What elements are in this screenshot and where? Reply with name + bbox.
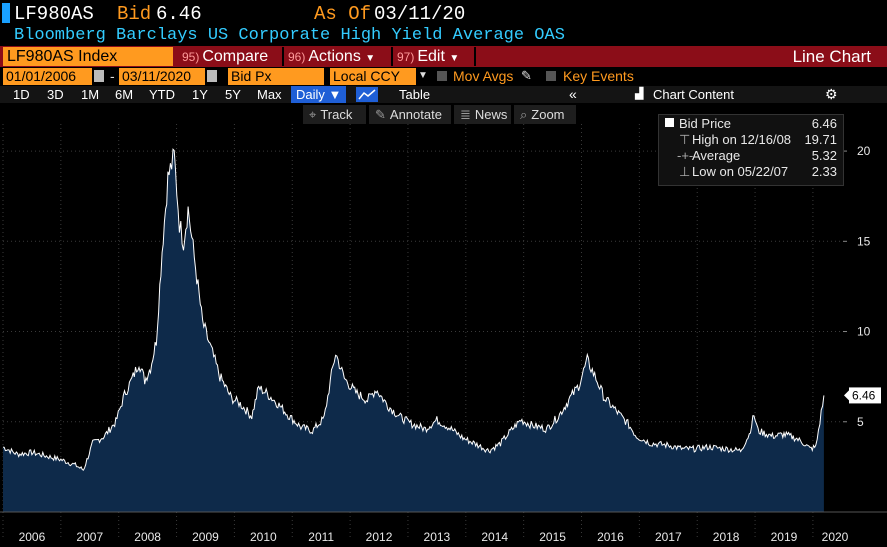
security-description: Bloomberg Barclays US Corporate High Yie… — [14, 26, 565, 45]
y-tick-label: 10 — [857, 325, 871, 339]
news-button[interactable]: ≣ News — [454, 105, 511, 124]
line-chart-icon[interactable] — [356, 87, 378, 102]
mov-avgs-checkbox[interactable] — [437, 71, 447, 81]
zoom-button[interactable]: ⌕ Zoom — [514, 105, 576, 124]
tab-5y[interactable]: 5Y — [225, 87, 241, 102]
x-tick-label: 2014 — [481, 530, 508, 544]
date-range-row: 01/01/2006 - 03/11/2020 Bid Px Local CCY… — [0, 68, 887, 86]
last-value-pointer — [844, 390, 849, 401]
currency-selector[interactable]: Local CCY — [330, 68, 416, 85]
chevron-down-icon[interactable]: ▼ — [418, 70, 428, 81]
title-bar: LF980AS Bid 6.46 As Of 03/11/20 — [0, 0, 887, 27]
pencil-icon[interactable]: ✎ — [521, 68, 532, 83]
actions-button[interactable]: 96) Actions ▼ — [288, 48, 376, 65]
x-axis: 2006 2007 2008 2009 2010 2011 2012 2013 2014 2015… — [0, 511, 887, 544]
tab-max[interactable]: Max — [257, 87, 282, 102]
chart-content-button[interactable]: Chart Content — [653, 87, 734, 102]
compare-button[interactable]: 95) Compare — [182, 48, 269, 65]
x-tick-label: 2007 — [76, 530, 103, 544]
legend-average-value: 5.32 — [811, 148, 837, 163]
x-tick-label: 2019 — [771, 530, 798, 544]
tab-6m[interactable]: 6M — [115, 87, 134, 102]
legend-high: High on 12/16/08 — [692, 132, 792, 147]
divider — [391, 47, 393, 66]
x-tick-label: 2010 — [250, 530, 277, 544]
last-value-box — [849, 387, 881, 404]
calendar-icon[interactable] — [94, 70, 104, 82]
asof-value: 03/11/20 — [374, 3, 466, 25]
last-value-tag: 6.46 — [844, 387, 881, 404]
chart-content-icon: ▟ — [635, 88, 644, 100]
key-events-checkbox[interactable] — [546, 71, 556, 81]
calendar-icon[interactable] — [207, 70, 217, 82]
last-value-text: 6.46 — [852, 388, 876, 402]
chart-legend[interactable]: Bid Price 6.46 ⊤ High on 12/16/08 19.71 … — [658, 114, 844, 186]
bid-label: Bid — [117, 3, 152, 25]
frequency-dropdown[interactable]: Daily ▼ — [291, 86, 347, 103]
legend-title: Bid Price — [679, 116, 732, 131]
x-tick-label: 2012 — [366, 530, 393, 544]
divider — [474, 47, 476, 66]
gear-icon[interactable]: ⚙ — [825, 86, 838, 102]
tab-1y[interactable]: 1Y — [192, 87, 208, 102]
chart-type-label[interactable]: Line Chart — [792, 47, 871, 66]
y-axis: 5 10 15 20 — [843, 144, 871, 429]
x-tick-label: 2018 — [713, 530, 740, 544]
tab-ytd[interactable]: YTD — [149, 87, 175, 102]
x-tick-label: 2013 — [424, 530, 451, 544]
start-date-field[interactable]: 01/01/2006 — [3, 68, 92, 85]
table-button[interactable]: Table — [399, 87, 431, 102]
collapse-icon[interactable]: « — [569, 86, 577, 102]
function-toolbar: LF980AS Index 95) Compare 96) Actions ▼ 97… — [0, 46, 887, 67]
low-marker-icon: ⊥ — [679, 164, 691, 179]
x-tick-label: 2016 — [597, 530, 624, 544]
key-events-label: Key Events — [563, 68, 634, 84]
ticker-marker — [2, 3, 10, 23]
bid-value: 6.46 — [156, 3, 202, 25]
index-field[interactable]: LF980AS Index — [3, 47, 173, 66]
y-tick-label: 5 — [857, 415, 864, 429]
field-selector[interactable]: Bid Px — [228, 68, 324, 85]
annotate-button[interactable]: ✎ Annotate — [369, 105, 451, 124]
legend-high-value: 19.71 — [804, 132, 837, 147]
track-button[interactable]: ⌖ Track — [303, 105, 366, 124]
x-tick-label: 2020 — [822, 530, 849, 544]
legend-average: Average — [692, 148, 741, 163]
divider — [282, 47, 284, 66]
tab-3d[interactable]: 3D — [47, 87, 64, 102]
tab-1d[interactable]: 1D — [13, 87, 30, 102]
high-marker-icon: ⊤ — [679, 132, 691, 147]
y-tick-label: 20 — [857, 144, 871, 158]
legend-low: Low on 05/22/07 — [692, 164, 789, 179]
legend-title-value: 6.46 — [811, 116, 837, 131]
series-area — [3, 149, 824, 513]
asof-label: As Of — [314, 3, 372, 25]
pen-icon: ✎ — [375, 107, 386, 122]
crosshair-icon: ⌖ — [309, 107, 317, 122]
edit-button[interactable]: 97) Edit ▼ — [397, 48, 460, 65]
end-date-field[interactable]: 03/11/2020 — [119, 68, 205, 85]
x-tick-label: 2008 — [134, 530, 161, 544]
y-tick-label: 15 — [857, 234, 871, 248]
date-dash: - — [110, 68, 115, 84]
x-tick-label: 2011 — [308, 530, 334, 544]
x-tick-label: 2006 — [19, 530, 46, 544]
period-tabs: 1D 3D 1M 6M YTD 1Y 5Y Max Daily ▼ Table … — [0, 86, 887, 103]
news-icon: ≣ — [460, 107, 471, 122]
series-swatch — [665, 118, 674, 127]
x-tick-label: 2015 — [539, 530, 566, 544]
average-marker-icon: -+- — [677, 148, 694, 163]
x-tick-label: 2017 — [655, 530, 682, 544]
x-tick-label: 2009 — [192, 530, 219, 544]
mov-avgs-label: Mov Avgs — [453, 68, 514, 84]
magnifier-icon: ⌕ — [520, 107, 528, 122]
ticker: LF980AS — [14, 3, 94, 25]
legend-low-value: 2.33 — [811, 164, 837, 179]
tab-1m[interactable]: 1M — [81, 87, 100, 102]
series-line — [2, 148, 825, 471]
